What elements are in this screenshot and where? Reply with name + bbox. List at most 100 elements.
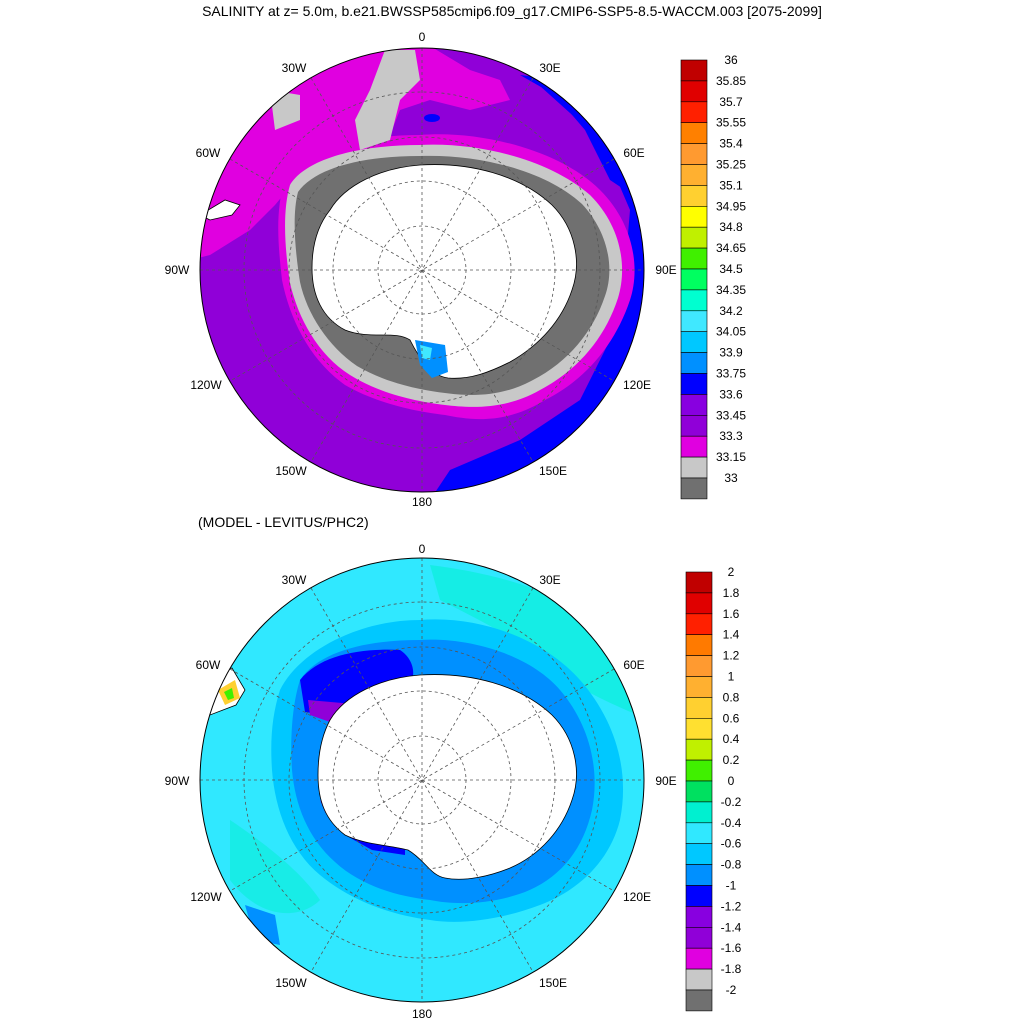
- colorbar-swatch: [680, 414, 708, 437]
- colorbar-label: 34.35: [716, 283, 746, 297]
- colorbar-label: 0: [728, 774, 735, 788]
- colorbar-swatch: [685, 571, 713, 594]
- colorbar-label: 1: [728, 670, 735, 684]
- colorbar-swatch: [680, 331, 708, 353]
- colorbar-label: -1.8: [721, 962, 742, 976]
- colorbar-swatch: [680, 122, 708, 144]
- colorbar-swatch: [685, 822, 713, 844]
- colorbar-label: 0.2: [723, 753, 740, 767]
- lon-label: 180: [412, 495, 432, 509]
- colorbar-swatch: [685, 613, 713, 635]
- colorbar-swatch: [685, 655, 713, 677]
- colorbar-swatch: [685, 759, 713, 782]
- colorbar-label: 1.2: [723, 649, 740, 663]
- colorbar-swatch: [685, 717, 713, 740]
- colorbar-label: -2: [726, 983, 737, 997]
- colorbar-swatch: [680, 247, 708, 270]
- colorbar-label: 1.8: [723, 586, 740, 600]
- colorbar-label: 0.4: [723, 732, 740, 746]
- colorbar-label: 33.9: [719, 346, 743, 360]
- lon-label: 60E: [623, 146, 644, 160]
- colorbar-label: 34.5: [719, 262, 743, 276]
- colorbar-label: 1.6: [723, 607, 740, 621]
- region-33-15-north: [355, 50, 420, 150]
- colorbar-label: 35.85: [716, 74, 746, 88]
- colorbar-swatch: [680, 289, 708, 312]
- colorbar-swatch: [680, 435, 708, 458]
- colorbar-label: 35.25: [716, 158, 746, 172]
- lon-label: 60W: [196, 146, 221, 160]
- colorbar-label: 0.8: [723, 690, 740, 704]
- colorbar-swatch: [680, 101, 708, 124]
- region-minus-0-2-ne: [430, 565, 644, 720]
- colorbar-swatch: [685, 906, 713, 928]
- lon-labels-top: 0 30E 60E 90E 120E 150E 180 150W 120W 90…: [165, 30, 677, 509]
- colorbar-label: 36: [724, 53, 738, 67]
- colorbar-label: 34.05: [716, 325, 746, 339]
- colorbar-label: 34.65: [716, 241, 746, 255]
- region-minus-0-2-sw: [230, 820, 320, 914]
- colorbar-swatch: [685, 864, 713, 886]
- lon-label: 90E: [655, 263, 676, 277]
- colorbar-label: 35.7: [719, 95, 743, 109]
- lon-label: 30W: [282, 61, 307, 75]
- colorbar-label: -1: [726, 879, 737, 893]
- lon-label: 120W: [190, 378, 222, 392]
- colorbar-label: 33.15: [716, 450, 746, 464]
- lon-label: 30W: [282, 573, 307, 587]
- lon-label: 60E: [623, 658, 644, 672]
- lon-label: 120E: [623, 890, 651, 904]
- colorbar-swatch: [685, 926, 713, 949]
- graticule-bottom: [200, 558, 644, 1002]
- difference-map: 0 30E 60E 90E 120E 150E 180 150W 120W 90…: [165, 542, 742, 1021]
- colorbar-label: -1.4: [721, 920, 742, 934]
- colorbar-swatch: [685, 697, 713, 719]
- lon-label: 180: [412, 1007, 432, 1021]
- colorbar-swatch: [680, 164, 708, 186]
- colorbar-swatch: [680, 185, 708, 207]
- lon-label: 150W: [275, 464, 307, 478]
- antarctica-landmass: [317, 674, 577, 880]
- colorbar-label: 35.55: [716, 116, 746, 130]
- positive-anomaly-core: [224, 688, 234, 700]
- colorbar-swatch: [685, 780, 713, 803]
- colorbar-label: 34.2: [719, 304, 743, 318]
- colorbar-swatch: [685, 843, 713, 865]
- colorbar-label: 35.1: [719, 178, 743, 192]
- colorbar-swatch: [685, 989, 713, 1012]
- lon-label: 150E: [539, 464, 567, 478]
- colorbar-swatch: [685, 676, 713, 698]
- colorbar-swatch: [685, 634, 713, 656]
- spot-33-75: [424, 114, 440, 122]
- colorbar-swatch: [680, 268, 708, 291]
- colorbar-swatch: [680, 373, 708, 395]
- colorbar-label: 33.3: [719, 429, 743, 443]
- colorbar-label: 2: [728, 565, 735, 579]
- map-boundary-top: [199, 47, 645, 493]
- lon-label: 120E: [623, 378, 651, 392]
- lon-label: 60W: [196, 658, 221, 672]
- colorbar-label: 0.6: [723, 711, 740, 725]
- lon-label: 30E: [539, 573, 560, 587]
- lon-label: 0: [419, 30, 426, 44]
- colorbar-label: 33.6: [719, 387, 743, 401]
- colorbar-swatch: [680, 477, 708, 500]
- lon-label: 150W: [275, 976, 307, 990]
- colorbar-label: -0.6: [721, 837, 742, 851]
- colorbar-swatch: [680, 226, 708, 249]
- lon-label: 0: [419, 542, 426, 556]
- colorbar-label: 1.4: [723, 628, 740, 642]
- colorbar-bottom: 2 1.8 1.6 1.4 1.2 1 0.8 0.6 0.4 0.2 0 -0.2 -0.4 -0.6 -…: [685, 565, 742, 1012]
- colorbar-swatch: [680, 59, 708, 82]
- region-33-75: [430, 50, 644, 492]
- colorbar-swatch: [680, 310, 708, 332]
- colorbar-label: 35.4: [719, 137, 743, 151]
- colorbar-swatch: [685, 738, 713, 761]
- colorbar-label: 34.95: [716, 199, 746, 213]
- colorbar-label: -0.4: [721, 816, 742, 830]
- colorbar-swatch: [680, 352, 708, 374]
- lon-label: 90W: [165, 263, 190, 277]
- colorbar-swatch: [685, 592, 713, 615]
- ross-sea-34-05: [420, 345, 432, 360]
